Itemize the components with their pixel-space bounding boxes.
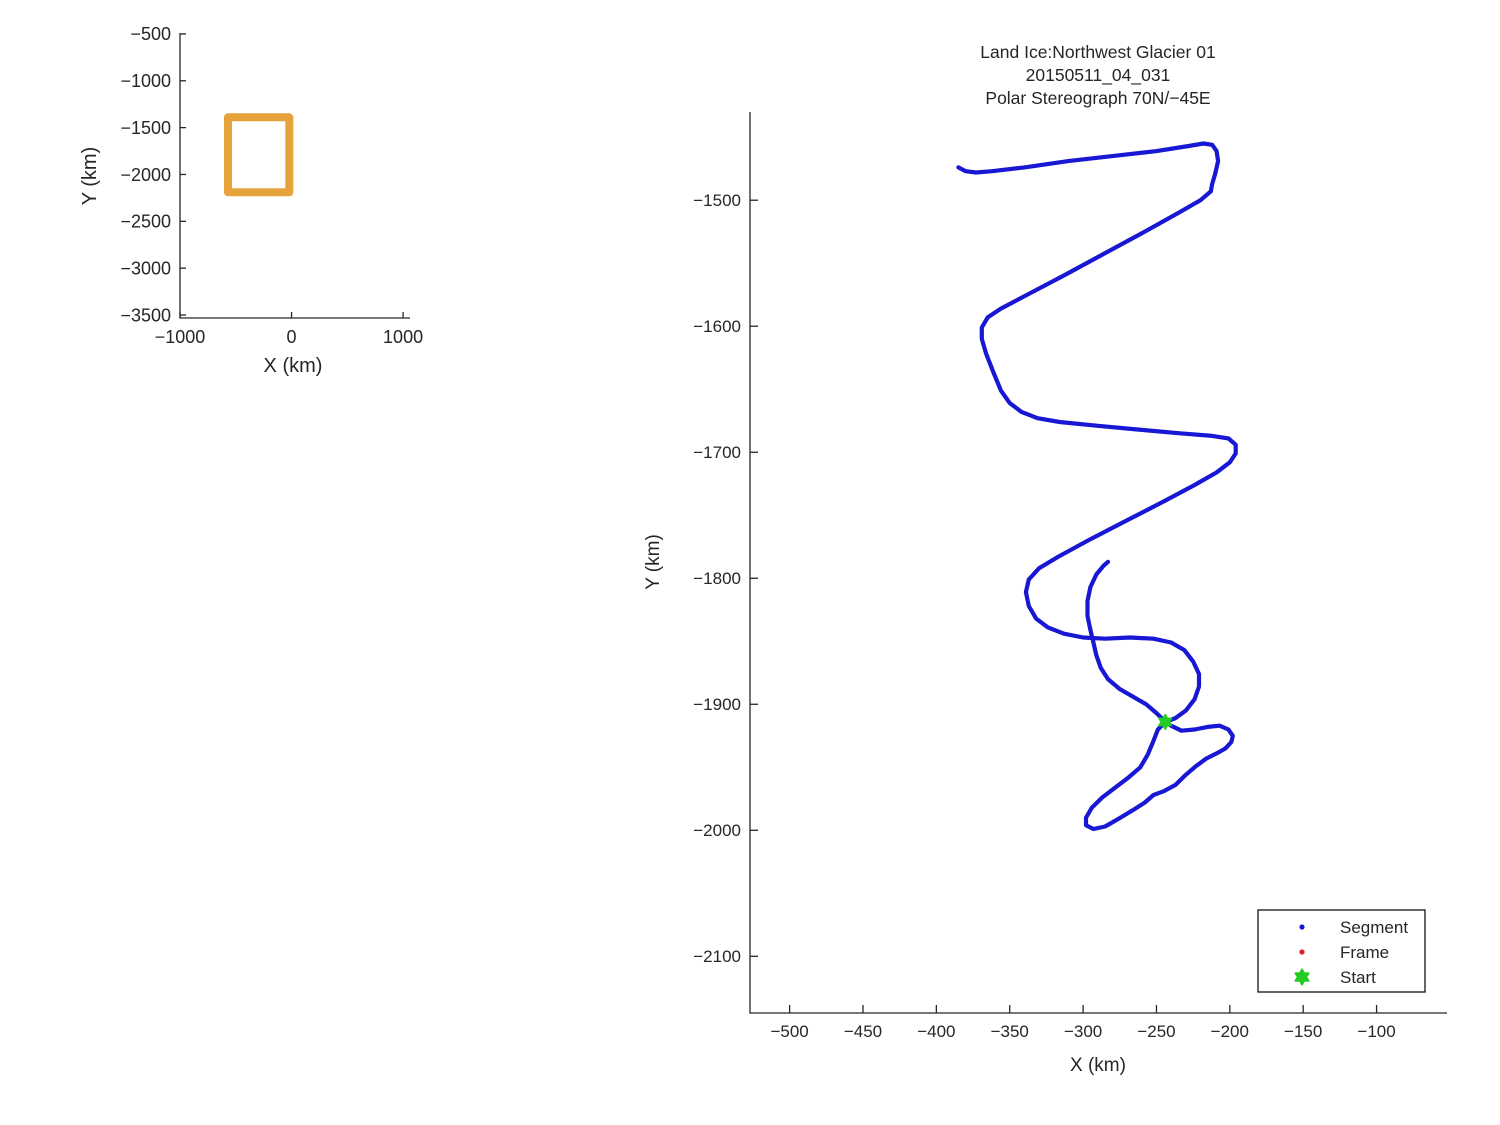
y-tick-label: −1600 (693, 317, 741, 336)
y-tick-label: −2000 (120, 165, 171, 185)
legend-box (1257, 909, 1426, 993)
x-tick-label: 0 (287, 327, 297, 347)
axis-spine (749, 112, 1447, 1014)
axis-spine (179, 33, 410, 319)
x-axis-label: X (km) (1070, 1055, 1126, 1076)
plot-title-line-1: Land Ice:Northwest Glacier 01 (980, 42, 1215, 62)
start-marker (1158, 713, 1173, 730)
x-tick-label: −450 (844, 1022, 882, 1041)
y-tick-label: −3500 (120, 305, 171, 325)
y-tick-label: −3000 (120, 258, 171, 278)
y-tick-label: −1700 (693, 443, 741, 462)
y-axis-label: Y (km) (643, 534, 664, 590)
x-tick-label: −500 (770, 1022, 808, 1041)
legend-segment-marker (1299, 924, 1305, 930)
y-tick-label: −500 (130, 24, 171, 44)
x-tick-label: −200 (1211, 1022, 1249, 1041)
y-tick-label: −1900 (693, 695, 741, 714)
x-tick-label: −100 (1357, 1022, 1395, 1041)
legend-start-marker (1294, 968, 1310, 986)
y-tick-label: −2500 (120, 212, 171, 232)
x-tick-label: −300 (1064, 1022, 1102, 1041)
y-axis-label: Y (km) (79, 147, 101, 206)
plot-title-line-2: 20150511_04_031 (1026, 65, 1171, 86)
y-tick-label: −2000 (693, 821, 741, 840)
legend-item-label: Frame (1340, 943, 1389, 962)
legend-frame-marker (1299, 949, 1305, 955)
main-plot: −500 −450 −400 −350 −300 −250 −200 −150 −100 −150… (643, 42, 1447, 1076)
x-tick-label: 1000 (383, 327, 423, 347)
y-tick-label: −1000 (120, 71, 171, 91)
y-tick-label: −1500 (120, 118, 171, 138)
coverage-rectangle (224, 113, 294, 197)
legend-item-label: Start (1340, 968, 1376, 987)
x-tick-label: −1000 (155, 327, 206, 347)
plot-title-line-3: Polar Stereograph 70N/−45E (985, 88, 1210, 108)
flight-track-line (956, 141, 1238, 832)
x-tick-label: −150 (1284, 1022, 1322, 1041)
legend: Segment Frame Start (1257, 909, 1426, 993)
x-tick-label: −400 (917, 1022, 955, 1041)
y-tick-label: −1500 (693, 191, 741, 210)
overview-plot: −1000 0 1000 −500 −1000 −1500 −2000 −2500 −3000 −… (79, 24, 423, 377)
legend-item-label: Segment (1340, 918, 1408, 937)
x-tick-label: −250 (1137, 1022, 1175, 1041)
y-tick-label: −1800 (693, 569, 741, 588)
x-axis-label: X (km) (264, 355, 323, 377)
x-tick-label: −350 (991, 1022, 1029, 1041)
y-tick-label: −2100 (693, 947, 741, 966)
